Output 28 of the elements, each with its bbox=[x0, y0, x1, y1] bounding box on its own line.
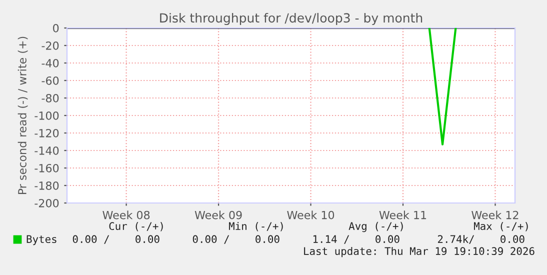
y-tick-label: -180 bbox=[34, 181, 59, 190]
y-tick-label: -20 bbox=[42, 41, 59, 50]
y-tick-label: -40 bbox=[42, 58, 59, 68]
y-axis-title: Pr second read (-) / write (+) bbox=[18, 36, 28, 194]
text: 1.14 / 0.00 bbox=[313, 235, 400, 244]
x-tick-label: Week 11 bbox=[379, 210, 426, 220]
text: Cur (-/+) bbox=[109, 222, 163, 232]
text: 2.74k/ 0.00 bbox=[438, 234, 524, 244]
chart-title: Disk throughput for /dev/loop3 - by month bbox=[160, 12, 422, 26]
x-tick-label: Week 09 bbox=[194, 210, 242, 220]
y-tick-label: -160 bbox=[34, 164, 59, 172]
y-tick-label: -140 bbox=[34, 146, 59, 155]
x-tick-label: Week 10 bbox=[287, 210, 334, 220]
y-tick-label: -120 bbox=[34, 128, 59, 138]
y-tick-label: -100 bbox=[34, 111, 59, 120]
y-tick-label: 0 bbox=[53, 24, 59, 32]
text: 0.00 / 0.00 bbox=[192, 235, 280, 244]
text: Avg (-/+) bbox=[348, 222, 403, 232]
legend-label: Bytes bbox=[26, 235, 56, 246]
y-tick-label: -80 bbox=[42, 94, 59, 102]
x-tick-label: Week 12 bbox=[472, 210, 518, 220]
text: Max (-/+) bbox=[474, 222, 528, 232]
x-tick-label: Week 08 bbox=[102, 210, 150, 220]
y-tick-label: -60 bbox=[42, 76, 59, 85]
text: Min (-/+) bbox=[228, 222, 283, 232]
text: 0.00 / 0.00 bbox=[72, 235, 160, 244]
y-tick-label: -200 bbox=[34, 198, 59, 208]
text: Last update: Thu Mar 19 19:10:39 2026 bbox=[304, 246, 534, 258]
